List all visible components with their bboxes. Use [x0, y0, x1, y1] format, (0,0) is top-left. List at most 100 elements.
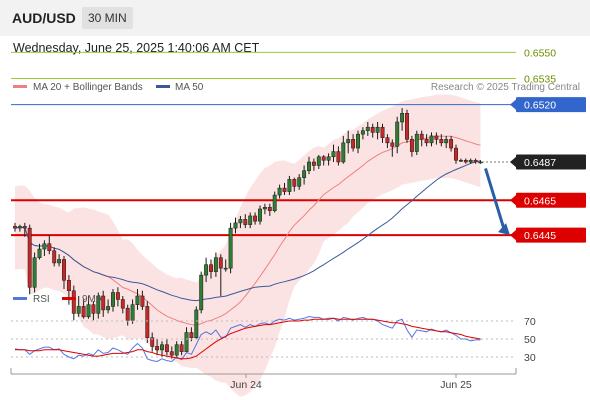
- candle-body: [204, 264, 209, 276]
- candle: [228, 222, 233, 274]
- candle: [468, 158, 473, 164]
- candle-body: [184, 332, 189, 352]
- level-tag-pointer: [510, 194, 517, 207]
- candle: [160, 341, 164, 357]
- candle-body: [297, 177, 302, 187]
- candle-body: [169, 351, 174, 356]
- candle-body: [385, 137, 390, 144]
- candle: [336, 146, 341, 166]
- candle-body: [262, 206, 267, 210]
- candle-body: [52, 250, 57, 264]
- candle: [199, 271, 204, 314]
- candle-body: [424, 139, 429, 144]
- candle: [253, 212, 258, 225]
- candle-body: [164, 344, 169, 352]
- level-tag-0.6487: [516, 154, 586, 170]
- candle: [444, 135, 449, 149]
- candle-body: [37, 248, 42, 258]
- candle: [405, 109, 409, 143]
- x-tick-label: Jun 24: [230, 379, 262, 391]
- candle: [390, 139, 395, 157]
- candle-body: [135, 295, 140, 305]
- candle: [238, 215, 243, 229]
- candle: [292, 177, 297, 192]
- candle-body: [179, 344, 184, 352]
- candle: [307, 156, 311, 175]
- candle-body: [478, 161, 483, 164]
- candle-body: [454, 147, 458, 161]
- candle: [32, 252, 37, 293]
- candle: [419, 130, 424, 147]
- level-tag-pointer: [510, 229, 517, 242]
- level-label-0.6535: 0.6535: [524, 73, 556, 85]
- candle: [164, 339, 169, 356]
- candle-body: [400, 113, 405, 123]
- candle: [262, 203, 267, 215]
- candle: [297, 174, 302, 190]
- candle: [424, 134, 429, 147]
- candle-body: [258, 208, 262, 222]
- candle-body: [444, 139, 449, 144]
- candle: [360, 127, 365, 140]
- level-tag-0.6465: [516, 192, 586, 208]
- candle: [370, 123, 375, 138]
- candle: [120, 295, 125, 314]
- candle: [463, 158, 468, 164]
- candle-body: [302, 170, 307, 178]
- candle: [277, 184, 282, 199]
- main-legend: MA 20 + Bollinger Bands MA 50: [13, 82, 204, 93]
- candle: [311, 158, 316, 171]
- level-label-0.6520: 0.6520: [524, 100, 556, 112]
- candle: [302, 165, 307, 185]
- candle-body: [473, 160, 478, 163]
- rsi-legend: RSI 9MA: [13, 294, 103, 305]
- candle-body: [439, 139, 444, 144]
- candle-body: [42, 243, 47, 250]
- level-tag-0.6520: [516, 97, 586, 113]
- candle: [351, 134, 356, 152]
- candle: [395, 116, 400, 154]
- candle-body: [419, 133, 424, 140]
- candle: [272, 191, 277, 213]
- candle-body: [311, 161, 316, 166]
- candle: [326, 153, 331, 166]
- legend-label-rsi: RSI: [33, 294, 50, 305]
- candles-layer: [13, 108, 483, 359]
- candle-body: [365, 126, 370, 131]
- credit-text: Research © 2025 Trading Central: [431, 82, 580, 93]
- candle-body: [57, 259, 62, 264]
- candle-body: [13, 226, 17, 229]
- candle-body: [331, 151, 336, 158]
- candle-body: [356, 133, 360, 149]
- candle-body: [463, 160, 468, 163]
- legend-label-ma20: MA 20 + Bollinger Bands: [33, 82, 143, 93]
- candle-body: [316, 156, 321, 166]
- candle-body: [341, 142, 346, 163]
- candle: [316, 155, 321, 169]
- candle-body: [267, 206, 272, 211]
- candle-body: [66, 280, 71, 292]
- rsi-grid-layer: [11, 320, 516, 358]
- candle-body: [287, 179, 292, 192]
- candle-body: [277, 187, 282, 196]
- candle: [71, 285, 76, 321]
- candle-body: [307, 161, 311, 171]
- candle-body: [409, 139, 414, 152]
- candle-body: [253, 215, 258, 222]
- candle: [96, 292, 101, 319]
- candle-body: [76, 306, 81, 314]
- candle: [76, 295, 81, 317]
- candle-body: [326, 156, 331, 161]
- rsi-ma-line: [15, 317, 481, 360]
- candle: [282, 182, 287, 196]
- candle-body: [405, 113, 409, 140]
- timeframe-badge[interactable]: 30 MIN: [82, 7, 133, 29]
- candle: [429, 132, 434, 147]
- candle-body: [96, 295, 101, 314]
- candle: [194, 306, 199, 340]
- level-tag-pointer: [510, 98, 517, 111]
- candle: [223, 259, 228, 272]
- candle: [321, 155, 326, 166]
- candle: [106, 299, 111, 314]
